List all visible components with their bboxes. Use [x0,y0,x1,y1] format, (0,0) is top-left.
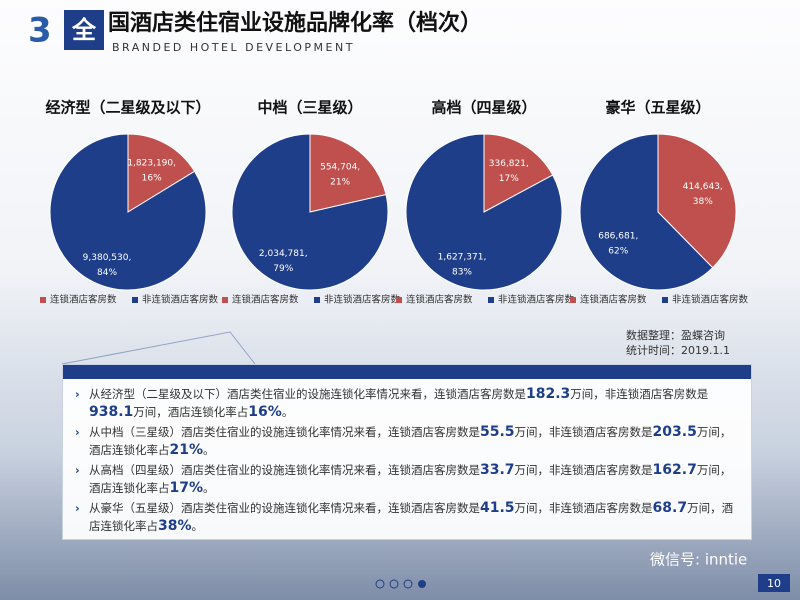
bullet-text: 万间，非连锁酒店客房数是 [514,425,653,439]
bullet-text: 从豪华（五星级）酒店类住宿业的设施连锁化率情况来看，连锁酒店客房数是 [89,501,480,515]
bullet-number: 162.7 [652,462,697,478]
data-label: 554,704, [320,163,360,173]
nav-dot[interactable] [418,580,426,588]
percent-label: 62% [608,247,628,257]
legend-label: 非连锁酒店客房数 [324,294,401,306]
legend-label: 连锁酒店客房数 [50,294,117,306]
bullet: 从高档（四星级）酒店类住宿业的设施连锁化率情况来看，连锁酒店客房数是33.7万间… [75,461,741,497]
legend-label: 连锁酒店客房数 [580,294,647,306]
bullet-text: 万间，酒店连锁化率占 [89,425,732,457]
bullet-number: 33.7 [480,462,515,478]
pointer [61,331,256,365]
page-number: 10 [767,577,781,590]
bullet: 从中档（三星级）酒店类住宿业的设施连锁化率情况来看，连锁酒店客房数是55.5万间… [75,423,741,459]
legend-label: 非连锁酒店客房数 [498,294,575,306]
legend-swatch [314,297,320,303]
bullet-text: 从经济型（二星级及以下）酒店类住宿业的设施连锁化率情况来看，连锁酒店客房数是 [89,387,526,401]
bullet-text: 从高档（四星级）酒店类住宿业的设施连锁化率情况来看，连锁酒店客房数是 [89,463,480,477]
box-header [63,365,751,379]
legend-label: 连锁酒店客房数 [232,294,299,306]
percent-label: 17% [499,174,519,184]
bullet-number: 38% [158,518,192,534]
percent-label: 38% [693,197,713,207]
bullet-number: 21% [169,442,204,458]
bullet-number: 203.5 [652,424,697,440]
nav-dot[interactable] [389,579,399,589]
bullet-text: 万间，非连锁酒店客房数是 [514,501,653,515]
pie-slice [405,133,563,291]
legend-swatch [488,297,494,303]
section-number: 3 [28,11,52,51]
pie-slice [49,133,207,291]
badge-box [64,10,104,50]
data-label: 414,643, [683,182,723,192]
data-label: 9,380,530, [83,253,132,263]
percent-label: 16% [142,173,162,183]
pie-slice [127,133,196,213]
legend-swatch [132,297,138,303]
percent-label: 79% [273,264,293,274]
pie-title: 经济型（二星级及以下） [45,99,210,117]
pie-slice [231,133,389,291]
data-label: 686,681, [598,232,638,242]
pie-slice [483,133,554,213]
bullet-number: 41.5 [480,500,515,516]
data-label: 2,034,781, [259,249,308,259]
legend-swatch [396,297,402,303]
percent-label: 84% [97,268,117,278]
bullet-text: 万间，酒店连锁化率占 [89,463,732,495]
bullet-text: 从中档（三星级）酒店类住宿业的设施连锁化率情况来看，连锁酒店客房数是 [89,425,480,439]
subtitle: BRANDED HOTEL DEVELOPMENT [112,41,355,54]
pie-slice [657,133,737,269]
data-label: 1,627,371, [438,252,487,262]
legend-swatch [222,297,228,303]
bullet-number: 938.1 [89,404,134,420]
percent-label: 83% [452,267,472,277]
text-box: 从经济型（二星级及以下）酒店类住宿业的设施连锁化率情况来看，连锁酒店客房数是18… [62,364,752,540]
data-label: 336,821, [489,159,529,169]
bullet-text: 万间，非连锁酒店客房数是 [514,463,653,477]
bullet-number: 55.5 [480,424,515,440]
bullet-text: 。 [281,405,294,419]
data-label: 1,823,190, [127,158,176,168]
nav-dot[interactable] [375,579,385,589]
bullet-text: 。 [203,443,215,457]
legend-swatch [570,297,576,303]
bullet: 从豪华（五星级）酒店类住宿业的设施连锁化率情况来看，连锁酒店客房数是41.5万间… [75,499,741,535]
pie-title: 中档（三星级） [257,99,362,117]
legend-label: 连锁酒店客房数 [406,294,473,306]
bullet-text: 万间，酒店连锁化率占 [133,405,249,419]
source: 数据整理：盈蝶咨询 [626,328,725,342]
bullet-text: 万间，非连锁酒店客房数是 [570,387,709,401]
bullet-number: 17% [169,480,204,496]
bullet: 从经济型（二星级及以下）酒店类住宿业的设施连锁化率情况来看，连锁酒店客房数是18… [75,385,741,421]
badge: 全 [71,16,97,44]
pie-title: 高档（四星级） [431,99,536,117]
legend-label: 非连锁酒店客房数 [142,294,219,306]
bullet-number: 68.7 [652,500,688,516]
nav-dot[interactable] [403,579,413,589]
bullet-number: 182.3 [526,386,571,402]
source-date: 统计时间：2019.1.1 [626,344,730,357]
bullet-number: 16% [248,404,282,420]
pie-slice [579,133,714,291]
bullet-text: 万间，酒店连锁化率占 [89,501,734,533]
pie-slice [309,133,387,213]
legend-swatch [40,297,46,303]
percent-label: 21% [330,178,350,188]
page-box [758,574,790,592]
legend-swatch [662,297,668,303]
bullet-text: 。 [191,519,204,533]
watermark: 微信号: inntie [650,551,747,569]
bullet-text: 。 [203,481,215,495]
legend-label: 非连锁酒店客房数 [672,294,749,306]
bullet-list: 从经济型（二星级及以下）酒店类住宿业的设施连锁化率情况来看，连锁酒店客房数是18… [63,379,751,535]
title: 国酒店类住宿业设施品牌化率（档次） [108,10,482,36]
pie-title: 豪华（五星级） [605,99,710,117]
